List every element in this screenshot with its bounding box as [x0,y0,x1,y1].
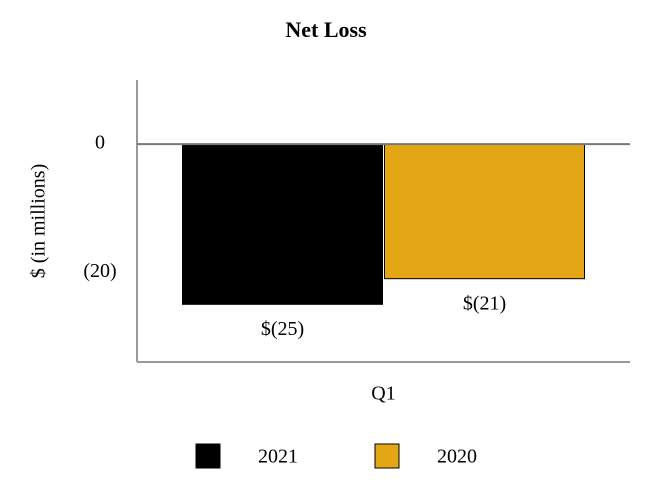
bar [182,143,383,305]
value-label: $(21) [463,292,506,314]
value-label: $(25) [261,318,304,340]
y-tick-label: (20) [83,260,116,282]
legend-swatch [195,443,221,469]
x-tick-label: Q1 [371,383,395,405]
chart-title: Net Loss [285,17,367,42]
legend-label: 2021 [258,446,298,468]
y-axis-title: $ (in millions) [28,164,50,278]
legend-label: 2020 [437,446,477,468]
y-tick-label: 0 [95,132,105,154]
legend-swatch [374,443,400,469]
bar [384,143,585,280]
